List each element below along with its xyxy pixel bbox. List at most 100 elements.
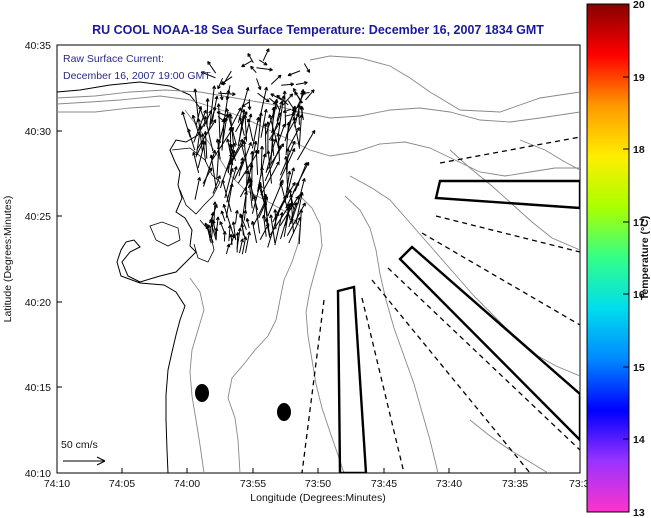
- current-vector: [194, 176, 202, 200]
- current-vector: [270, 93, 285, 102]
- current-vector: [298, 209, 304, 245]
- x-tick-label: 74:10: [44, 478, 70, 490]
- current-vector: [278, 181, 296, 210]
- current-vector: [217, 78, 223, 90]
- current-vector: [193, 88, 199, 121]
- current-vector: [257, 153, 267, 192]
- current-vector: [282, 90, 287, 126]
- current-vector: [241, 101, 250, 108]
- current-vector: [258, 86, 268, 123]
- colorbar-tick-label: 18: [633, 144, 645, 156]
- buoy-marker-2: [277, 403, 291, 421]
- y-tick-label: 40:25: [25, 211, 51, 223]
- x-axis-label: Longitude (Degrees:Minutes): [250, 492, 385, 504]
- current-vector: [226, 138, 234, 166]
- current-vector: [235, 232, 240, 253]
- current-vector: [296, 129, 316, 161]
- current-vector: [216, 103, 221, 139]
- current-vector: [240, 223, 246, 238]
- current-vector: [220, 210, 226, 222]
- current-vector: [268, 121, 281, 141]
- current-vector: [281, 82, 295, 87]
- current-vector: [203, 149, 216, 187]
- current-vector: [238, 157, 245, 177]
- current-vector: [246, 118, 254, 142]
- current-vector: [279, 181, 291, 221]
- current-vector: [247, 99, 252, 110]
- current-vector: [250, 65, 257, 74]
- current-vector: [263, 123, 268, 158]
- current-vector: [241, 60, 253, 68]
- current-vector: [265, 138, 277, 174]
- current-vector: [209, 204, 218, 222]
- current-vector: [224, 113, 231, 122]
- current-vector: [205, 98, 210, 127]
- bathymetry-contours: [57, 55, 580, 473]
- current-vector: [260, 108, 268, 138]
- current-vector: [229, 233, 234, 245]
- current-vector: [211, 95, 219, 124]
- y-tick-label: 40:10: [25, 468, 51, 480]
- current-vector: [286, 126, 300, 151]
- axis-tick-marks: [56, 44, 516, 474]
- current-vector: [251, 116, 260, 149]
- current-vector: [273, 209, 278, 230]
- current-vector: [220, 76, 233, 85]
- current-vector: [226, 166, 238, 203]
- current-vector: [231, 221, 237, 241]
- current-vector: [224, 168, 234, 199]
- current-vector: [270, 74, 282, 85]
- colorbar-tick-label: 16: [633, 289, 645, 301]
- current-vector: [267, 179, 284, 217]
- current-vector: [215, 138, 221, 160]
- x-tick-label: 73:40: [436, 478, 462, 490]
- current-vector: [262, 48, 270, 62]
- y-tick-label: 40:30: [25, 126, 51, 138]
- colorbar-tick-label: 19: [633, 72, 645, 84]
- colorbar-tick-label: 14: [633, 434, 645, 446]
- current-vector: [242, 140, 248, 170]
- current-vector: [237, 114, 246, 147]
- current-vector: [245, 113, 253, 137]
- colorbar: [586, 3, 630, 513]
- current-vector: [200, 133, 207, 163]
- current-vector: [282, 93, 294, 106]
- current-vector: [274, 211, 284, 246]
- current-vector: [196, 119, 217, 151]
- current-vector: [267, 212, 280, 248]
- y-tick-labels: 40:35 40:30 40:25 40:20 40:15 40:10: [25, 40, 51, 480]
- current-vector: [261, 214, 267, 237]
- scale-label: 50 cm/s: [61, 439, 98, 451]
- current-vector: [244, 163, 254, 191]
- chart-title: RU COOL NOAA-18 Sea Surface Temperature:…: [92, 23, 544, 37]
- colorbar-tick-label: 20: [633, 0, 645, 11]
- current-vector: [256, 78, 262, 91]
- current-vector: [284, 155, 289, 196]
- colorbar-tick-label: 13: [633, 507, 645, 518]
- current-vector: [276, 133, 281, 162]
- y-axis-label: Latitude (Degrees:Minutes): [2, 196, 14, 323]
- current-vector: [277, 123, 286, 143]
- current-vector: [297, 177, 306, 205]
- colorbar-tick-label: 17: [633, 217, 645, 229]
- current-vector: [200, 71, 216, 79]
- x-tick-label: 73:35: [502, 478, 528, 490]
- current-vector: [219, 153, 233, 189]
- current-vector: [259, 59, 268, 66]
- y-tick-label: 40:15: [25, 382, 51, 394]
- current-vector: [287, 100, 297, 113]
- current-vector: [285, 112, 296, 117]
- current-vector: [217, 116, 226, 123]
- current-vector: [245, 170, 250, 210]
- transect-dashed-lines: [301, 136, 580, 473]
- current-vectors: [181, 48, 316, 255]
- current-vector: [285, 181, 300, 209]
- current-vector: [269, 214, 276, 243]
- colorbar-tick-label: 15: [633, 362, 645, 374]
- current-vector: [256, 67, 273, 72]
- current-vector: [196, 118, 203, 152]
- current-vector: [219, 90, 224, 101]
- current-vector: [218, 92, 236, 97]
- current-vector: [210, 219, 215, 238]
